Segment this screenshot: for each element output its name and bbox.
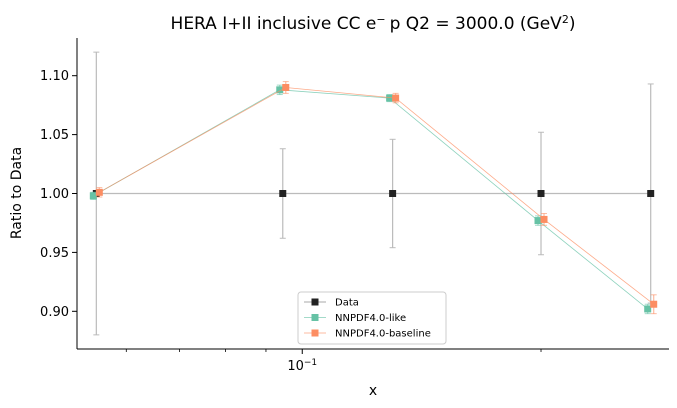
data-point [537, 190, 545, 197]
x-minor-ticks [125, 349, 542, 352]
legend-label: Data [335, 298, 359, 309]
legend-entry: NNPDF4.0-baseline [304, 329, 431, 340]
x-axis-title: x [369, 383, 377, 399]
series-line [99, 87, 654, 305]
data-point [392, 94, 400, 102]
y-ticks: 0.90 0.95 1.00 1.05 1.10 [40, 69, 77, 320]
legend-label: NNPDF4.0-baseline [335, 329, 431, 340]
x-ticks: 10−1 [287, 349, 317, 374]
legend-label: NNPDF4.0-like [335, 313, 406, 324]
data-point [647, 190, 655, 197]
y-tick-label: 0.90 [40, 305, 69, 320]
series-nnpdf4-0-like [89, 84, 652, 315]
data-point [282, 83, 290, 91]
legend: Data NNPDF4.0-like NNPDF4.0-baseline [297, 291, 447, 345]
legend-marker [311, 314, 319, 321]
series-nnpdf4-0-baseline [95, 81, 658, 315]
legend-marker [311, 329, 319, 337]
series-line [93, 89, 648, 310]
y-axis-title: Ratio to Data [9, 147, 25, 239]
data-point [95, 188, 103, 196]
data-point [644, 305, 652, 313]
data-point [534, 217, 542, 225]
data-point [386, 94, 394, 102]
legend-marker [311, 298, 319, 306]
data-point [276, 86, 284, 94]
chart-title: HERA I+II inclusive CC e− p Q2 = 3000.0 (… [171, 13, 576, 35]
y-tick-label: 1.05 [40, 128, 69, 143]
legend-entry: NNPDF4.0-like [304, 313, 406, 324]
data-point [279, 190, 287, 197]
data-point [540, 215, 548, 223]
legend-entry: Data [304, 298, 359, 309]
legend-box [297, 291, 447, 345]
data-point [389, 190, 397, 197]
x-tick-label: 10−1 [287, 358, 317, 374]
y-tick-label: 1.10 [40, 69, 69, 84]
series-data [92, 51, 655, 336]
y-tick-label: 1.00 [40, 187, 69, 202]
y-tick-label: 0.95 [40, 246, 69, 261]
data-point [89, 192, 97, 200]
series-layer [89, 51, 658, 336]
data-point [650, 300, 658, 308]
